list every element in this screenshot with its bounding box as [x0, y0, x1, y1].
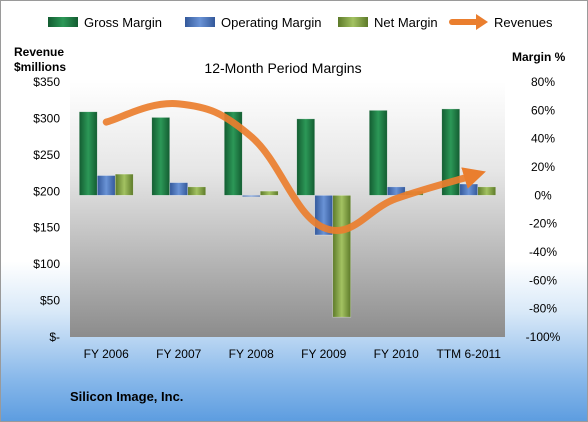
operating-margin-legend-label: Operating Margin [221, 15, 321, 30]
net-margin-bar [259, 190, 279, 196]
right-tick-label: -20% [529, 217, 557, 231]
right-tick-label: 80% [531, 75, 555, 89]
right-tick-label: 40% [531, 132, 555, 146]
left-tick-label: $200 [33, 184, 60, 198]
category-axis-labels: FY 2006 FY 2007 FY 2008 FY 2009 FY 2010 TTM 6… [84, 347, 502, 361]
left-tick-label: $50 [40, 294, 60, 308]
gross-margin-bar [296, 118, 316, 196]
right-tick-label: -60% [529, 273, 557, 287]
left-tick-label: $350 [33, 75, 60, 89]
right-tick-label: -100% [526, 330, 561, 344]
category-label: TTM 6-2011 [437, 347, 502, 361]
left-tick-label: $300 [33, 111, 60, 125]
net-margin-bar [114, 173, 134, 196]
operating-margin-bar [459, 183, 479, 196]
gross-margin-bar [441, 108, 461, 196]
right-tick-label: 60% [531, 103, 555, 117]
gross-margin-bar [223, 111, 243, 196]
gross-margin-legend-swatch [48, 17, 78, 27]
category-label: FY 2010 [374, 347, 419, 361]
operating-margin-bar [96, 175, 116, 196]
category-label: FY 2007 [156, 347, 201, 361]
operating-margin-bar [241, 195, 261, 198]
right-tick-label: -40% [529, 245, 557, 259]
net-margin-bar [187, 186, 207, 196]
company-name: Silicon Image, Inc. [70, 389, 183, 404]
revenues-legend-label: Revenues [494, 15, 553, 30]
right-tick-label: -80% [529, 302, 557, 316]
plot-area [70, 82, 505, 337]
category-label: FY 2009 [301, 347, 346, 361]
left-tick-label: $100 [33, 257, 60, 271]
right-axis-ticks: -100% -80% -60% -40% -20% 0% 20% 40% 60% 80% [526, 75, 561, 344]
revenues-line [102, 100, 486, 234]
net-margin-legend-label: Net Margin [374, 15, 438, 30]
category-label: FY 2006 [84, 347, 129, 361]
right-tick-label: 20% [531, 160, 555, 174]
net-margin-bar [332, 195, 352, 318]
right-tick-label: 0% [534, 188, 552, 202]
gross-margin-bar [78, 111, 98, 196]
legend: Gross Margin Operating Margin Net Margin Re… [48, 14, 553, 30]
left-tick-label: $150 [33, 221, 60, 235]
left-axis-ticks: $- $50 $100 $150 $200 $250 $300 $350 [33, 75, 60, 344]
gross-margin-legend-label: Gross Margin [84, 15, 162, 30]
operating-margin-legend-swatch [185, 17, 215, 27]
chart-title: 12-Month Period Margins [204, 60, 361, 76]
net-margin-legend-swatch [338, 17, 368, 27]
operating-margin-bar [169, 182, 189, 196]
left-tick-label: $- [49, 330, 60, 344]
left-tick-label: $250 [33, 148, 60, 162]
gross-margin-bar [368, 110, 388, 196]
net-margin-bar [477, 186, 497, 196]
category-label: FY 2008 [229, 347, 274, 361]
right-axis-label: Margin % [512, 50, 566, 64]
revenue-line-layer [102, 100, 486, 234]
left-axis-label: Revenue $millions [14, 45, 66, 74]
revenues-legend-arrow [476, 14, 488, 30]
gross-margin-bar [151, 117, 171, 196]
